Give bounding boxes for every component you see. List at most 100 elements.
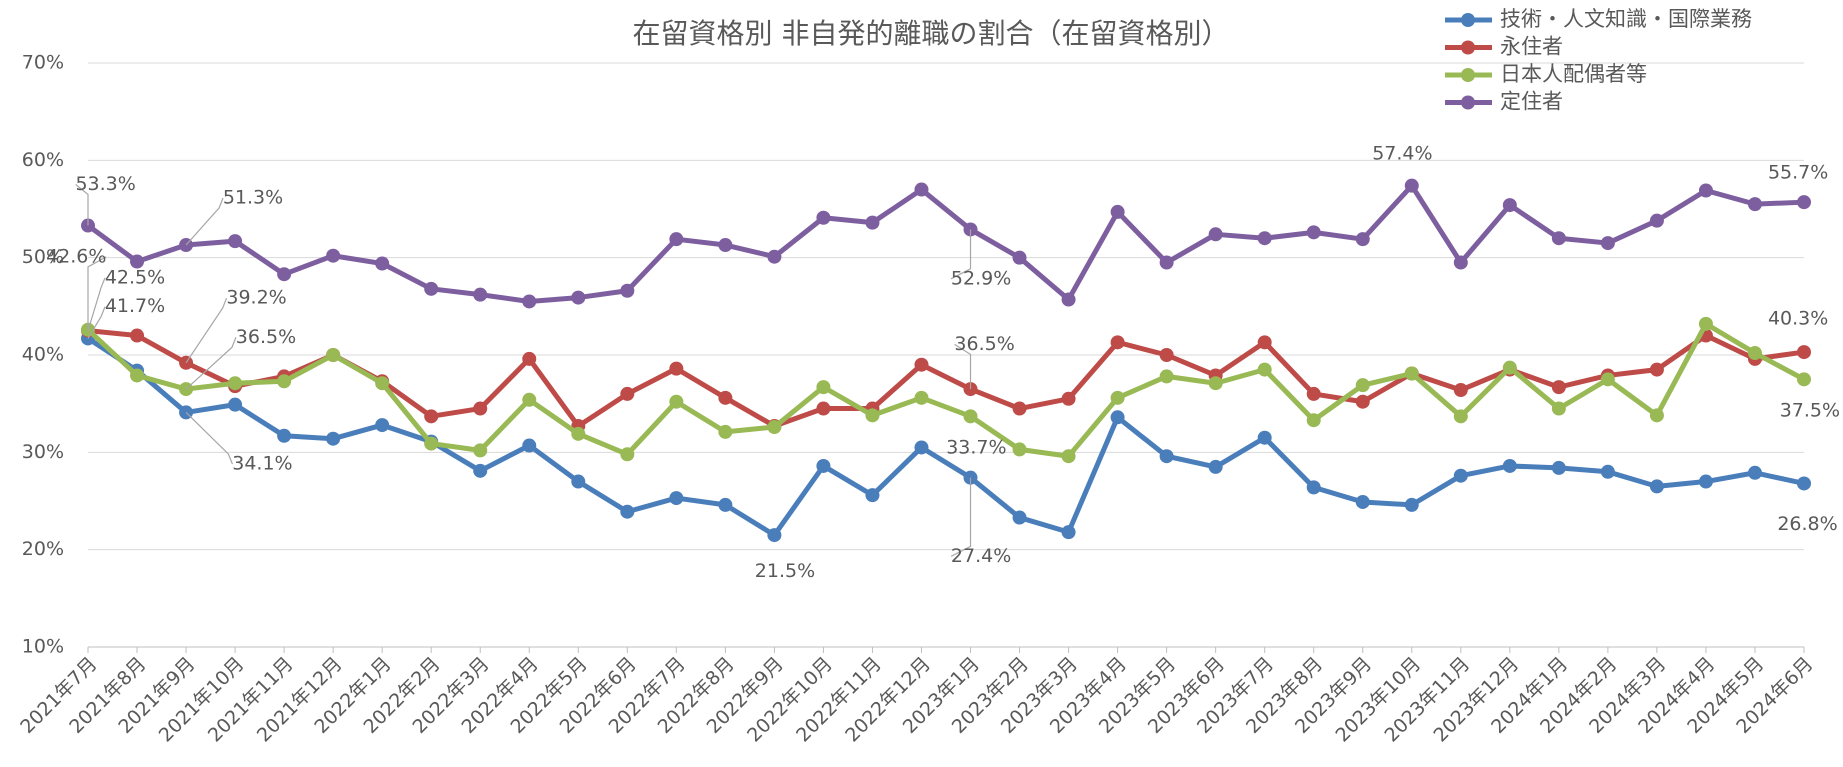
point — [375, 376, 390, 391]
point — [522, 294, 537, 309]
point — [767, 528, 782, 543]
point — [914, 182, 929, 197]
point — [963, 409, 978, 424]
data-label: 42.6% — [46, 245, 106, 267]
point — [1012, 401, 1027, 416]
data-label: 41.7% — [105, 295, 165, 317]
point — [473, 443, 488, 458]
point — [1551, 231, 1566, 246]
point — [228, 234, 243, 249]
point — [1797, 345, 1811, 360]
point — [424, 409, 439, 424]
point — [1698, 474, 1713, 489]
point — [620, 386, 635, 401]
point — [1110, 390, 1125, 405]
point — [1208, 459, 1223, 474]
point — [228, 397, 243, 412]
point — [277, 374, 292, 389]
point — [620, 283, 635, 298]
legend-marker — [1461, 13, 1475, 27]
data-label: 55.7% — [1768, 161, 1828, 183]
point — [1159, 348, 1174, 362]
point — [1404, 366, 1419, 381]
point — [718, 238, 733, 253]
data-label: 40.3% — [1768, 308, 1828, 330]
y-tick-label: 60% — [22, 149, 64, 171]
point — [277, 428, 292, 443]
point — [1797, 372, 1811, 387]
point — [571, 426, 586, 441]
point — [718, 497, 733, 512]
point — [669, 394, 684, 409]
data-label: 37.5% — [1780, 400, 1840, 422]
point — [375, 256, 390, 271]
point — [1012, 442, 1027, 457]
point — [326, 348, 341, 362]
point — [1061, 292, 1076, 307]
point — [130, 368, 145, 383]
point — [424, 436, 439, 451]
point — [669, 491, 684, 506]
data-label: 36.5% — [954, 333, 1014, 355]
point — [1797, 476, 1811, 491]
series-line — [86, 183, 1805, 304]
series-line — [86, 336, 1805, 538]
legend-marker — [1461, 40, 1475, 55]
point — [1012, 250, 1027, 265]
point — [1306, 480, 1321, 495]
point — [1257, 430, 1272, 445]
point — [718, 424, 733, 439]
leader-line — [185, 411, 233, 465]
point — [1404, 178, 1419, 193]
point — [1600, 464, 1615, 479]
point — [816, 380, 831, 395]
point — [326, 431, 341, 446]
point — [718, 390, 733, 405]
data-label: 42.5% — [105, 266, 165, 288]
data-label: 26.8% — [1777, 513, 1837, 535]
point — [1747, 346, 1762, 361]
point — [1306, 386, 1321, 401]
leader-line — [950, 229, 972, 280]
data-label: 21.5% — [755, 560, 815, 582]
point — [914, 440, 929, 455]
point — [1061, 449, 1076, 464]
point — [1306, 413, 1321, 428]
point — [1355, 378, 1370, 393]
leader-line — [87, 277, 106, 331]
leader-line — [87, 256, 107, 330]
point — [473, 463, 488, 478]
point — [1159, 449, 1174, 464]
point — [1208, 376, 1223, 391]
point — [620, 447, 635, 462]
data-label: 52.9% — [951, 267, 1011, 289]
point — [473, 401, 488, 416]
point — [1355, 232, 1370, 247]
point — [130, 254, 145, 269]
leader-line — [185, 297, 228, 364]
point — [914, 390, 929, 405]
point — [1306, 225, 1321, 240]
y-tick-label: 70% — [22, 52, 64, 74]
point — [130, 328, 145, 343]
data-label: 33.7% — [946, 437, 1006, 459]
legend-label: 永住者 — [1500, 35, 1563, 59]
point — [522, 392, 537, 407]
point — [1649, 213, 1664, 228]
point — [522, 351, 537, 366]
point — [277, 267, 292, 282]
data-label: 34.1% — [232, 453, 292, 475]
point — [1208, 227, 1223, 242]
data-label: 27.4% — [951, 545, 1011, 567]
point — [1551, 380, 1566, 395]
y-tick-label: 10% — [22, 636, 64, 658]
point — [914, 357, 929, 372]
point — [1502, 458, 1517, 473]
point — [1649, 362, 1664, 377]
y-tick-label: 20% — [22, 538, 64, 560]
data-label: 39.2% — [226, 287, 286, 309]
point — [865, 215, 880, 230]
point — [1453, 409, 1468, 424]
point — [1747, 465, 1762, 480]
